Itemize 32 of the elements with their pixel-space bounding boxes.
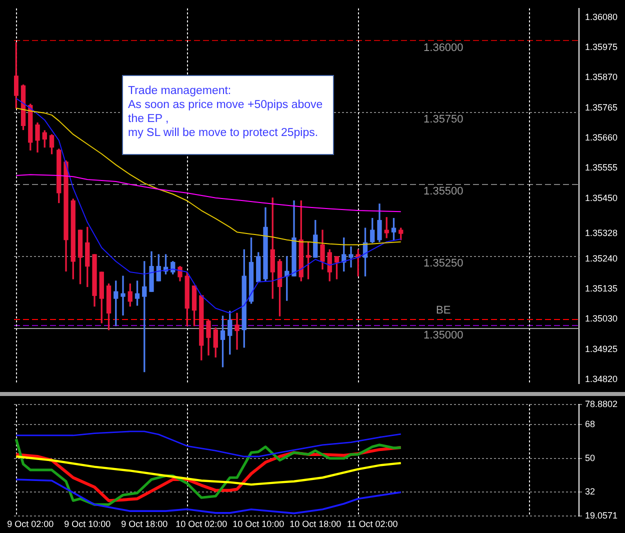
y-tick-label: 1.35660 bbox=[585, 132, 618, 143]
ref-line-label: BE bbox=[436, 304, 451, 317]
y-tick-label: 1.34925 bbox=[585, 344, 618, 354]
annotation: Trade management: As soon as price move +50pips above the EP , my SL will be move to protect 25pips. bbox=[122, 75, 334, 155]
y-tick-label: 32 bbox=[585, 486, 596, 496]
y-tick-label: 1.36080 bbox=[585, 12, 618, 22]
ref-line-label: 1.35500 bbox=[424, 186, 464, 198]
x-tick-label: 9 Oct 10:00 bbox=[64, 519, 111, 530]
x-tick-label: 10 Oct 02:00 bbox=[176, 519, 228, 530]
ref-line-label: 1.35250 bbox=[424, 257, 464, 270]
ref-line-label: 1.36000 bbox=[424, 42, 464, 54]
y-tick-label: 1.35240 bbox=[585, 253, 618, 264]
x-tick-label: 10 Oct 10:00 bbox=[232, 519, 284, 530]
x-tick-label: 9 Oct 02:00 bbox=[7, 519, 54, 530]
y-tick-label: 1.35450 bbox=[585, 192, 618, 203]
y-tick-label: 78.8802 bbox=[585, 398, 618, 409]
ref-line-label: 1.35000 bbox=[424, 329, 464, 342]
y-tick-label: 1.35135 bbox=[585, 283, 618, 294]
x-tick-label: 9 Oct 18:00 bbox=[121, 519, 168, 530]
y-tick-label: 1.35870 bbox=[585, 72, 618, 82]
y-tick-label: 1.35975 bbox=[585, 42, 618, 52]
y-tick-label: 1.35328 bbox=[585, 228, 618, 238]
y-tick-label: 19.0571 bbox=[585, 510, 618, 521]
y-tick-label: 1.35765 bbox=[585, 102, 618, 112]
x-tick-label: 10 Oct 18:00 bbox=[290, 519, 342, 530]
y-tick-label: 68 bbox=[585, 419, 596, 430]
y-tick-label: 50 bbox=[585, 452, 596, 463]
y-tick-label: 1.35030 bbox=[585, 314, 618, 324]
x-tick-label: 11 Oct 02:00 bbox=[346, 519, 398, 530]
ref-line-label: 1.35750 bbox=[424, 114, 464, 126]
y-tick-label: 1.34820 bbox=[585, 374, 618, 384]
y-tick-label: 1.35555 bbox=[585, 162, 618, 173]
